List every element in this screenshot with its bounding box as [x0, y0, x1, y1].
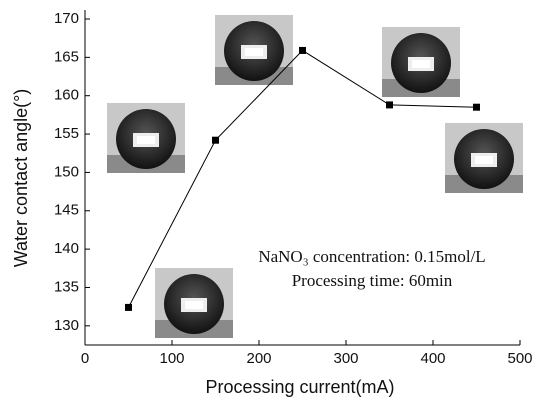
- data-point: [299, 47, 306, 54]
- y-tick-label: 155: [54, 125, 79, 142]
- droplet-image: [445, 123, 523, 193]
- data-point: [473, 104, 480, 111]
- droplet-image: [215, 15, 293, 85]
- x-tick-label: 300: [333, 350, 358, 367]
- data-point: [212, 137, 219, 144]
- y-tick-label: 145: [54, 202, 79, 219]
- droplet-image: [107, 103, 185, 173]
- y-tick-label: 135: [54, 278, 79, 295]
- y-tick-label: 140: [54, 240, 79, 257]
- y-tick-label: 160: [54, 87, 79, 104]
- annotation: NaNO₃ concentration: 0.15mol/L: [258, 247, 485, 266]
- data-point: [386, 101, 393, 108]
- x-tick-label: 400: [420, 350, 445, 367]
- y-tick-label: 170: [54, 10, 79, 27]
- data-point: [125, 304, 132, 311]
- droplet-image: [155, 268, 233, 338]
- x-tick-label: 500: [507, 350, 532, 367]
- x-axis-label: Processing current(mA): [205, 377, 394, 397]
- annotation: Processing time: 60min: [292, 271, 453, 290]
- y-tick-label: 150: [54, 163, 79, 180]
- x-tick-label: 100: [159, 350, 184, 367]
- droplet-image: [382, 27, 460, 97]
- chart: Processing current(mA) Water contact ang…: [0, 0, 544, 400]
- x-tick-label: 200: [246, 350, 271, 367]
- y-tick-label: 165: [54, 48, 79, 65]
- x-tick-label: 0: [81, 350, 89, 367]
- y-tick-label: 130: [54, 317, 79, 334]
- y-axis-label: Water contact angle(°): [11, 89, 31, 268]
